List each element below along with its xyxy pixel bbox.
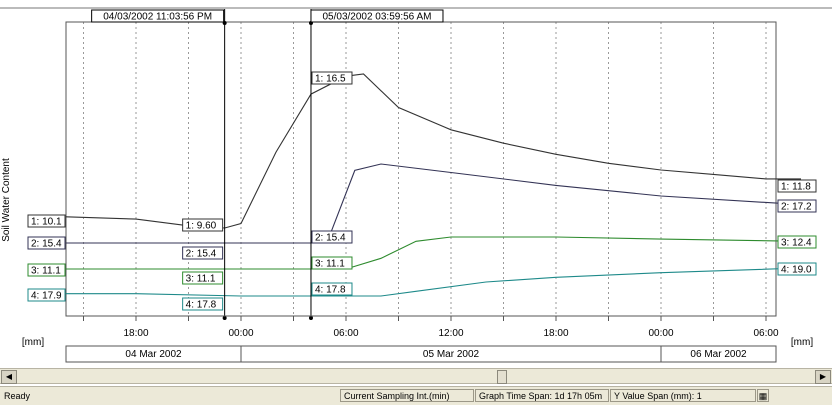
x-axis: 18:00 00:00 06:00 12:00 18:00 00:00 06:00 04 Ma… <box>65 315 779 363</box>
right-value-2: 2: 17.2 <box>781 202 812 213</box>
status-ready: Ready <box>4 391 31 401</box>
right-value-1-box <box>777 179 817 193</box>
left-value-1-box <box>27 214 66 228</box>
grid <box>83 22 767 316</box>
cursor2-value-2: 2: 15.4 <box>315 233 346 244</box>
cursor-time-box-1 <box>91 9 225 23</box>
cursor-handle-bottom-1[interactable] <box>222 316 227 320</box>
y-unit-left: [mm] <box>22 337 44 348</box>
x-tick-label: 00:00 <box>228 328 253 339</box>
cursor1-value-1-box <box>182 218 224 232</box>
scroll-thumb[interactable] <box>497 370 507 384</box>
cursor2-value-1: 1: 16.5 <box>315 74 346 85</box>
date-label: 06 Mar 2002 <box>690 349 747 360</box>
x-tick-label: 06:00 <box>333 328 358 339</box>
cursor1-value-2: 2: 15.4 <box>186 249 217 260</box>
series-1-line <box>65 73 801 229</box>
right-value-3-box <box>777 235 817 249</box>
cursor2-value-2-box <box>311 230 353 244</box>
horizontal-scrollbar[interactable]: ◀ ▶ <box>0 368 832 384</box>
cursor2-value-1-box <box>311 71 353 85</box>
cursor2-value-4: 4: 17.8 <box>315 285 346 296</box>
x-tick-label: 18:00 <box>123 328 148 339</box>
cursor1-value-3: 3: 11.1 <box>186 274 216 285</box>
status-y-span: Y Value Span (mm): 1 <box>610 389 756 402</box>
cursor-time-label-1: 04/03/2002 11:03:56 PM <box>103 12 212 23</box>
right-value-3: 3: 12.4 <box>781 238 812 249</box>
series-lines <box>65 73 802 297</box>
cursor-time-label-2: 05/03/2002 03:59:56 AM <box>322 12 431 23</box>
x-tick-label: 18:00 <box>543 328 568 339</box>
left-value-4: 4: 17.9 <box>31 291 62 302</box>
scroll-left-icon[interactable]: ◀ <box>1 370 17 384</box>
right-value-2-box <box>777 199 817 213</box>
scroll-right-icon[interactable]: ▶ <box>815 370 831 384</box>
series-2-line <box>66 163 802 244</box>
series-3-line <box>66 236 802 270</box>
y-unit-right: [mm] <box>791 337 813 348</box>
y-axis-label: Soil Water Content <box>1 158 12 242</box>
x-tick-label: 12:00 <box>438 328 463 339</box>
cursor1-value-4: 4: 17.8 <box>186 300 217 311</box>
left-value-1: 1: 10.1 <box>31 217 62 228</box>
status-bar: Ready Current Sampling Int.(min) Graph T… <box>0 386 832 405</box>
chart: 04/03/2002 11:03:56 PM 05/03/2002 03:59:5… <box>0 7 832 363</box>
cursor1-value-2-box <box>182 246 224 260</box>
date-label: 05 Mar 2002 <box>423 349 480 360</box>
cursor1-value-4-box <box>182 297 224 311</box>
cursor2-value-4-box <box>311 282 353 296</box>
date-band <box>65 345 777 363</box>
cursor-time-box-2 <box>310 9 444 23</box>
right-value-4: 4: 19.0 <box>781 265 812 276</box>
left-value-2-box <box>27 236 66 250</box>
left-value-3-box <box>27 263 66 277</box>
status-time-span: Graph Time Span: 1d 17h 05m <box>475 389 609 402</box>
value-labels: 04/03/2002 11:03:56 PM 05/03/2002 03:59:5… <box>27 9 817 320</box>
right-value-1: 1: 11.8 <box>781 182 811 193</box>
left-value-2: 2: 15.4 <box>31 239 62 250</box>
x-tick-label: 06:00 <box>753 328 778 339</box>
cursor1-value-1: 1: 9.60 <box>186 221 217 232</box>
status-sampling: Current Sampling Int.(min) <box>340 389 474 402</box>
grid-icon[interactable]: ▦ <box>757 389 769 402</box>
left-value-3: 3: 11.1 <box>31 266 61 277</box>
series-4-line <box>66 267 802 297</box>
right-value-4-box <box>777 262 817 276</box>
cursor2-value-3-box <box>311 256 353 270</box>
left-value-4-box <box>27 288 66 302</box>
cursor-handle-bottom-2[interactable] <box>308 316 313 320</box>
x-tick-label: 00:00 <box>648 328 673 339</box>
date-label: 04 Mar 2002 <box>125 349 182 360</box>
cursor1-value-3-box <box>182 271 224 285</box>
plot-frame <box>0 7 832 317</box>
cursor2-value-3: 3: 11.1 <box>315 259 345 270</box>
